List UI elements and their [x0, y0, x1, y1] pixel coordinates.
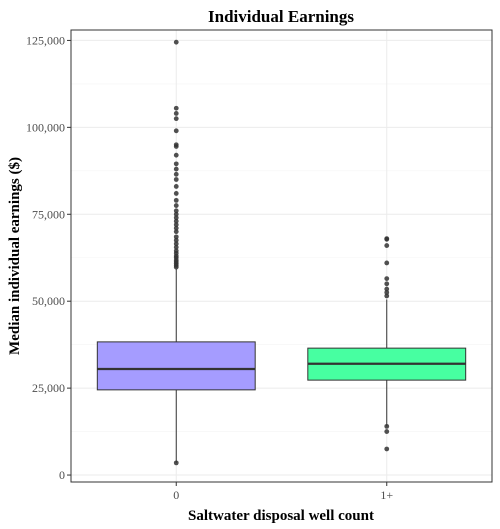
outlier-point [384, 290, 390, 295]
x-axis: 0 1+ [173, 482, 393, 502]
y-tick-label: 125,000 [26, 33, 65, 47]
outlier-point [173, 241, 179, 247]
y-tick-label: 50,000 [32, 294, 65, 308]
outlier-point [173, 128, 179, 134]
outlier-point [173, 39, 179, 45]
outlier-point [173, 208, 179, 214]
outlier-point [173, 191, 179, 196]
outlier-point [173, 225, 179, 231]
outlier-point [384, 281, 390, 287]
panel-border [70, 29, 493, 483]
outlier-point [173, 161, 179, 167]
outlier-point [173, 152, 179, 158]
outlier-point [384, 236, 390, 242]
outlier-point [173, 222, 179, 228]
outlier-point [173, 460, 179, 466]
y-tick-label: 75,000 [32, 207, 65, 221]
outlier-point [173, 197, 179, 203]
outlier-point [173, 203, 179, 208]
outlier-point [173, 244, 179, 250]
outlier-point [173, 142, 179, 148]
outlier-point [384, 429, 390, 434]
outlier-point [173, 105, 179, 111]
outlier-point [384, 276, 390, 281]
x-tick-label: 1+ [380, 488, 393, 502]
outlier-point [384, 243, 390, 248]
outlier-point [173, 111, 179, 116]
grid-lines [71, 30, 492, 482]
iqr-box [96, 341, 256, 391]
outlier-point [173, 215, 179, 221]
y-tick-label: 100,000 [26, 120, 65, 134]
outlier-point [173, 237, 179, 243]
y-axis: 0 25,000 50,000 75,000 100,000 125,000 [26, 33, 71, 482]
x-axis-title: Saltwater disposal well count [188, 508, 374, 524]
outlier-point [173, 218, 179, 224]
boxes [96, 39, 467, 466]
x-tick-label: 0 [173, 488, 179, 502]
outlier-point [173, 177, 179, 182]
outlier-point [173, 171, 179, 177]
outlier-point [384, 286, 390, 292]
y-axis-title: Median individual earnings ($) [7, 157, 23, 355]
outlier-point [173, 234, 179, 240]
outlier-point [173, 166, 179, 172]
outlier-point [384, 293, 390, 299]
outlier-point [384, 423, 390, 429]
box-group-zero [96, 39, 256, 466]
outlier-point [173, 229, 179, 235]
outlier-point [384, 260, 390, 266]
box-group-one-plus [307, 236, 467, 452]
outlier-point [173, 248, 179, 254]
chart-title: Individual Earnings [208, 7, 354, 26]
y-tick-label: 25,000 [32, 381, 65, 395]
outlier-point [173, 211, 179, 217]
outlier-point [384, 446, 390, 452]
outlier-point [173, 184, 179, 189]
outlier-point [173, 116, 179, 122]
y-tick-label: 0 [59, 468, 65, 482]
